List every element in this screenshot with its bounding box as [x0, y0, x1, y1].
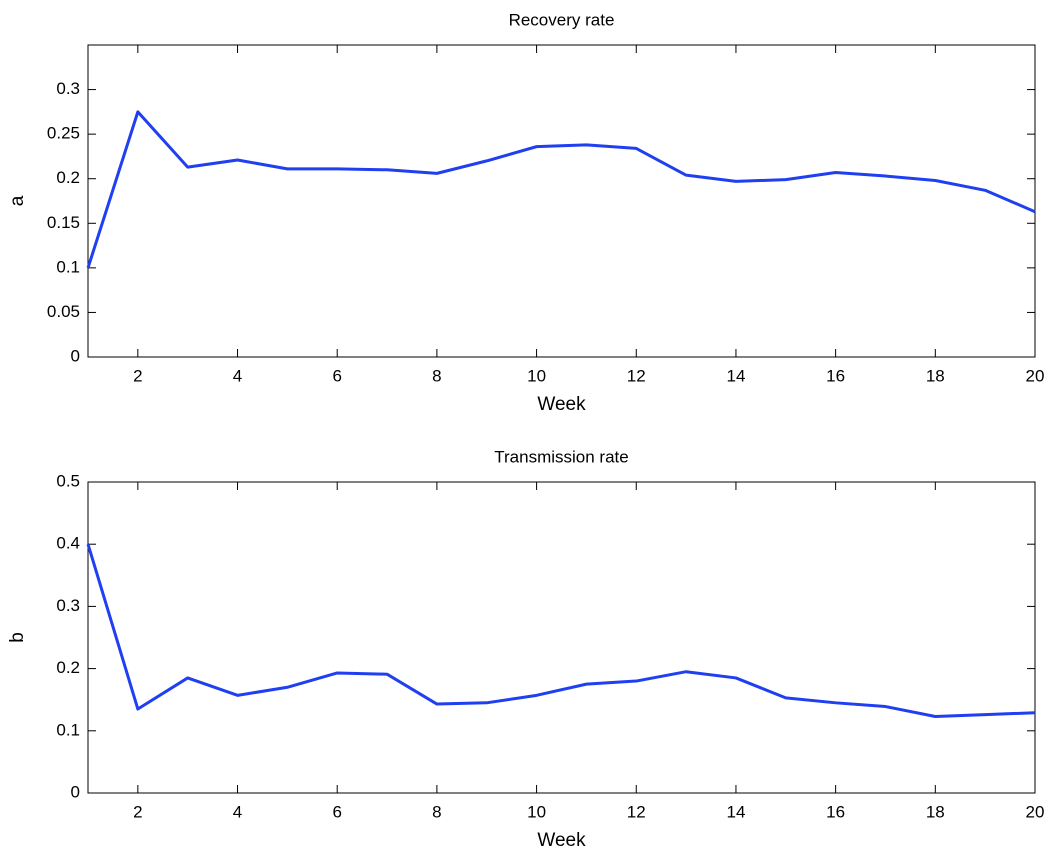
- x-tick-label: 12: [627, 802, 646, 821]
- y-tick-label: 0.4: [56, 534, 80, 553]
- x-tick-label: 6: [332, 802, 341, 821]
- chart-title: Transmission rate: [494, 447, 628, 466]
- x-tick-label: 14: [726, 366, 745, 385]
- x-tick-label: 6: [332, 366, 341, 385]
- y-tick-label: 0.05: [47, 302, 80, 321]
- data-line: [86, 543, 1036, 718]
- y-tick-label: 0.2: [56, 658, 80, 677]
- x-tick-label: 4: [233, 802, 242, 821]
- x-tick-label: 16: [826, 366, 845, 385]
- y-axis-label: b: [7, 632, 28, 643]
- x-tick-label: 20: [1026, 366, 1045, 385]
- axes-box: [87, 481, 1036, 794]
- x-axis-label: Week: [537, 394, 586, 415]
- y-tick-label: 0.5: [56, 471, 80, 490]
- x-tick-label: 10: [527, 366, 546, 385]
- y-tick-label: 0.3: [56, 596, 80, 615]
- x-tick-label: 16: [826, 802, 845, 821]
- x-tick-label: 2: [133, 366, 142, 385]
- x-tick-label: 8: [432, 802, 441, 821]
- x-tick-label: 2: [133, 802, 142, 821]
- x-tick-label: 20: [1026, 802, 1045, 821]
- y-tick-label: 0: [71, 346, 80, 365]
- y-tick-label: 0.1: [56, 257, 80, 276]
- x-tick-label: 4: [233, 366, 242, 385]
- x-tick-label: 14: [726, 802, 745, 821]
- y-tick-label: 0: [71, 782, 80, 801]
- y-tick-label: 0.1: [56, 720, 80, 739]
- y-tick-label: 0.15: [47, 213, 80, 232]
- x-axis-label: Week: [537, 830, 586, 849]
- x-tick-label: 8: [432, 366, 441, 385]
- data-line: [86, 110, 1036, 269]
- y-tick-label: 0.3: [56, 79, 80, 98]
- axes-box: [87, 44, 1036, 358]
- y-tick-label: 0.25: [47, 124, 80, 143]
- x-tick-label: 10: [527, 802, 546, 821]
- y-tick-label: 0.2: [56, 168, 80, 187]
- x-tick-label: 18: [926, 366, 945, 385]
- x-tick-label: 18: [926, 802, 945, 821]
- x-tick-label: 12: [627, 366, 646, 385]
- y-axis-label: a: [7, 195, 28, 206]
- chart-title: Recovery rate: [509, 10, 615, 29]
